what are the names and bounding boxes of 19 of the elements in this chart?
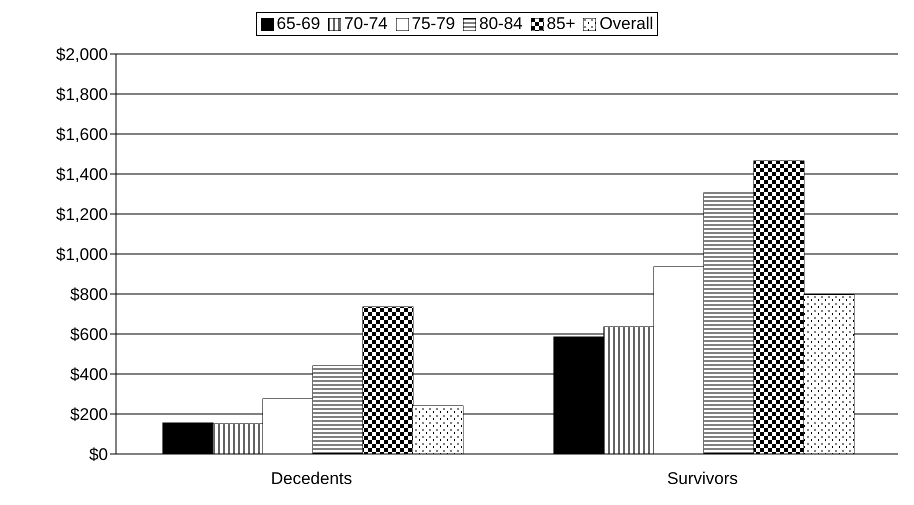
y-tick-label: $2,000	[56, 45, 108, 64]
y-tick-label: $1,400	[56, 165, 108, 184]
y-tick-label: $1,800	[56, 85, 108, 104]
x-tick-label: Decedents	[270, 469, 352, 488]
y-tick-label: $0	[89, 445, 108, 464]
y-tick-label: $400	[70, 365, 108, 384]
legend-label: 85+	[546, 14, 576, 34]
legend-label: 75-79	[412, 14, 456, 34]
legend-label: 70-74	[344, 14, 388, 34]
y-tick-label: $1,000	[56, 245, 108, 264]
legend-label: Overall	[599, 14, 654, 34]
y-tick-label: $1,600	[56, 125, 108, 144]
legend-label: 65-69	[276, 14, 320, 34]
y-tick-label: $200	[70, 405, 108, 424]
y-tick-label: $1,200	[56, 205, 108, 224]
x-tick-label: Survivors	[667, 469, 738, 488]
legend-label: 80-84	[479, 14, 523, 34]
y-tick-label: $600	[70, 325, 108, 344]
y-tick-label: $800	[70, 285, 108, 304]
